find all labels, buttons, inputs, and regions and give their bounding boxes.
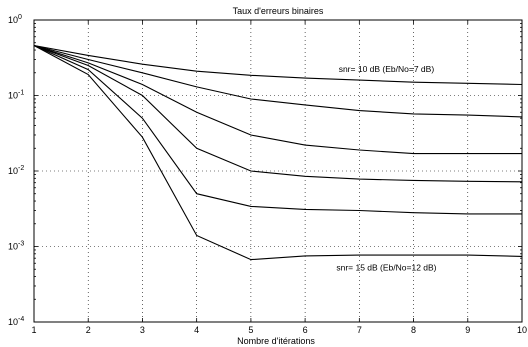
series-line-5 [33,44,522,215]
ticks [33,19,523,323]
x-tick-label: 1 [31,325,36,335]
series-line-1 [33,44,523,86]
x-tick-label: 4 [194,325,199,335]
x-axis-label: Nombre d'itérations [237,336,315,346]
series-line-3 [33,44,522,155]
x-tick-label: 2 [86,325,91,335]
x-tick-labels: 1 2 3 4 5 6 7 8 9 10 [31,325,527,335]
annotation-2: snr= 15 dB (Eb/No=12 dB) [336,263,436,273]
y-tick-label: 10-3 [8,241,24,252]
annotations: snr= 10 dB (Eb/No=7 dB) snr= 15 dB (Eb/No… [336,64,436,273]
y-tick-label: 10-2 [8,165,24,176]
series-line-6 [33,45,523,261]
series-line-2 [33,44,523,118]
x-tick-label: 5 [248,325,253,335]
x-tick-label: 6 [303,325,308,335]
x-tick-label: 8 [411,325,416,335]
y-tick-label: 10-4 [8,316,24,327]
y-tick-label: 10-1 [8,90,24,101]
y-tick-label: 100 [8,14,22,25]
grid [34,20,522,322]
annotation-1: snr= 10 dB (Eb/No=7 dB) [339,64,435,74]
x-tick-label: 7 [357,325,362,335]
x-tick-label: 9 [465,325,470,335]
x-tick-label: 3 [140,325,145,335]
chart-title: Taux d'erreurs binaires [233,6,324,16]
y-tick-labels: 100 10-1 10-2 10-3 10-4 [8,14,24,327]
series-group [33,44,523,261]
x-tick-label: 10 [517,325,527,335]
series-line-4 [33,44,523,183]
